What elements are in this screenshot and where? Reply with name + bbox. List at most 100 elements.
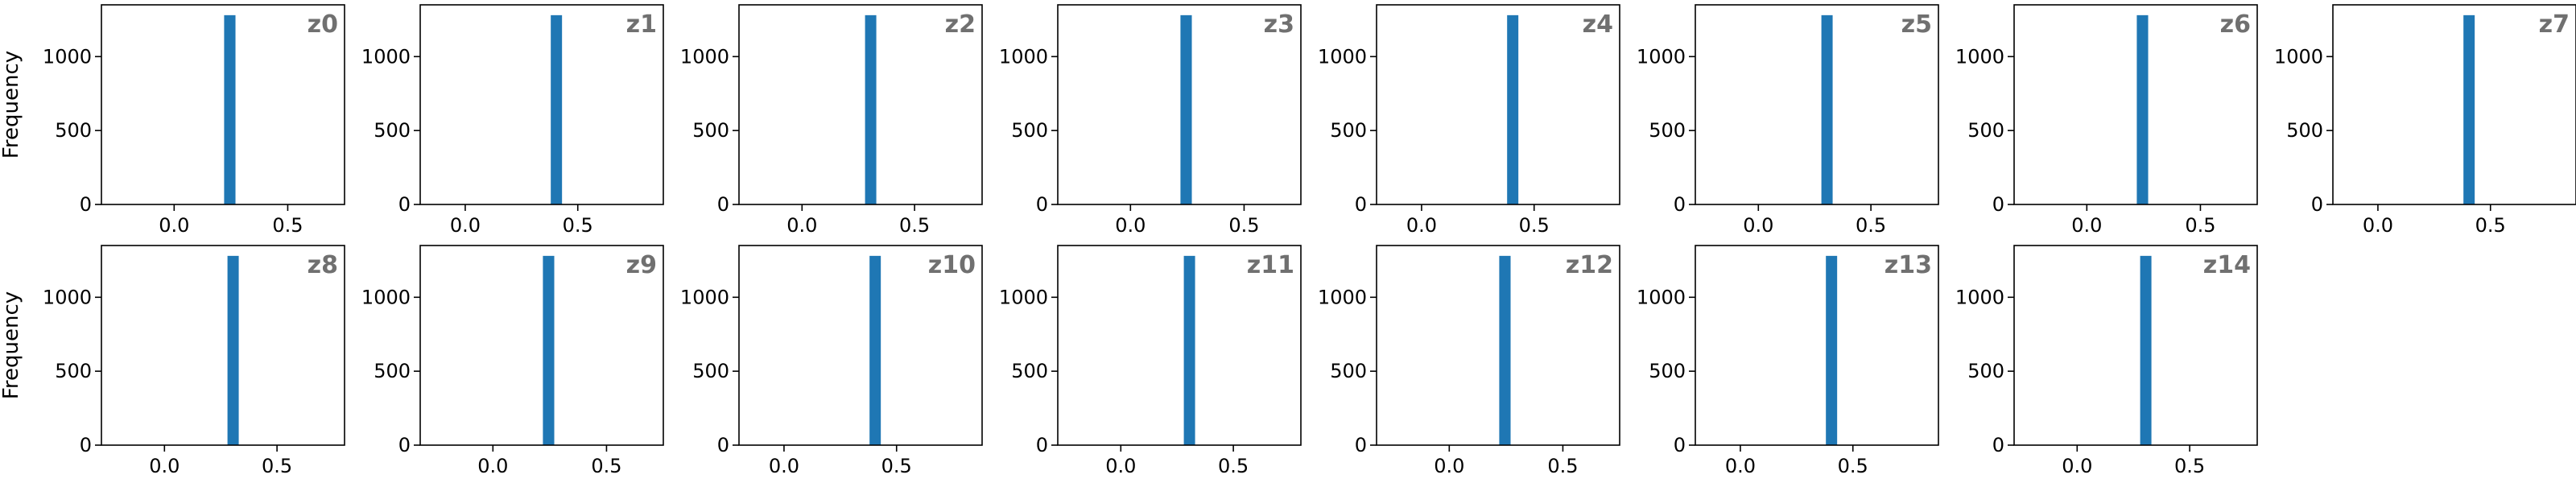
y-tick-label: 1000	[1637, 286, 1686, 308]
histogram-bar	[1821, 14, 1833, 205]
y-tick-label: 1000	[43, 286, 92, 308]
x-tick-label: 0.5	[272, 214, 303, 237]
plot-frame	[101, 245, 345, 446]
y-tick-label: 0	[717, 434, 729, 456]
panel-label: z8	[308, 251, 338, 279]
y-tick-label: 0	[1992, 193, 2004, 216]
y-tick-label: 1000	[1637, 45, 1686, 68]
panel-label: z12	[1566, 251, 1613, 279]
plot-frame	[1695, 4, 1939, 205]
histogram-bar	[869, 255, 881, 445]
x-tick-label: 0.5	[899, 214, 930, 237]
panel-label: z9	[626, 251, 657, 279]
y-tick-label: 1000	[1318, 45, 1367, 68]
y-tick-label: 0	[717, 193, 729, 216]
panel-label: z1	[626, 10, 657, 39]
y-tick-label: 0	[1036, 193, 1048, 216]
plot-frame	[1057, 245, 1302, 446]
x-tick-label: 0.5	[1856, 214, 1886, 237]
x-tick-label: 0.0	[149, 455, 180, 477]
y-tick-label: 500	[1649, 360, 1686, 382]
plot-frame	[101, 4, 345, 205]
y-tick-label: 0	[1992, 434, 2004, 456]
y-tick-label: 1000	[1955, 45, 2004, 68]
x-tick-label: 0.0	[2071, 214, 2102, 237]
y-tick-label: 0	[1355, 193, 1367, 216]
x-tick-label: 0.5	[563, 214, 593, 237]
panel-label: z14	[2203, 251, 2251, 279]
y-axis-label: Frequency	[0, 51, 23, 159]
y-tick-label: 0	[1036, 434, 1048, 456]
x-tick-label: 0.0	[2363, 214, 2393, 237]
y-tick-label: 1000	[680, 45, 729, 68]
y-tick-label: 500	[1011, 360, 1048, 382]
y-tick-label: 0	[1674, 193, 1686, 216]
panel-label: z3	[1264, 10, 1294, 39]
panel-label: z5	[1901, 10, 1932, 39]
histogram-bar	[227, 255, 239, 445]
panel-label: z11	[1247, 251, 1294, 279]
histogram-bar	[2140, 255, 2152, 445]
y-tick-label: 500	[2286, 119, 2323, 142]
plot-frame	[419, 4, 664, 205]
histogram-bar	[865, 14, 877, 205]
x-tick-label: 0.5	[1838, 455, 1868, 477]
x-tick-label: 0.5	[881, 455, 912, 477]
histogram-bar	[224, 14, 236, 205]
y-tick-label: 500	[692, 360, 729, 382]
y-tick-label: 1000	[361, 286, 411, 308]
plot-frame	[1376, 245, 1620, 446]
y-tick-label: 500	[1330, 119, 1367, 142]
plot-frame	[738, 4, 983, 205]
x-tick-label: 0.5	[591, 455, 621, 477]
x-tick-label: 0.0	[2062, 455, 2092, 477]
histogram-bar	[1183, 255, 1195, 445]
histogram-bar	[1826, 255, 1838, 445]
y-tick-label: 1000	[1955, 286, 2004, 308]
y-tick-label: 0	[398, 193, 411, 216]
x-tick-label: 0.0	[450, 214, 481, 237]
x-tick-label: 0.0	[1105, 455, 1136, 477]
x-tick-label: 0.0	[1115, 214, 1146, 237]
x-tick-label: 0.5	[1218, 455, 1249, 477]
plot-frame	[1695, 245, 1939, 446]
y-tick-label: 500	[1649, 119, 1686, 142]
panel-label: z10	[928, 251, 976, 279]
histogram-bar	[1507, 14, 1519, 205]
panel-label: z7	[2539, 10, 2570, 39]
y-tick-label: 500	[55, 119, 92, 142]
histogram-bar	[543, 255, 555, 445]
x-tick-label: 0.0	[786, 214, 817, 237]
x-tick-label: 0.0	[1406, 214, 1437, 237]
y-tick-label: 0	[80, 193, 92, 216]
plot-frame	[2013, 245, 2258, 446]
x-tick-label: 0.0	[1434, 455, 1464, 477]
plot-frame	[2013, 4, 2258, 205]
histogram-bar	[1499, 255, 1511, 445]
plot-frame	[1057, 4, 1302, 205]
x-tick-label: 0.5	[2185, 214, 2215, 237]
y-tick-label: 500	[1967, 360, 2004, 382]
y-tick-label: 500	[1967, 119, 2004, 142]
panel-label: z2	[945, 10, 976, 39]
histogram-bar	[1180, 14, 1192, 205]
panel-label: z4	[1583, 10, 1613, 39]
x-tick-label: 0.5	[2475, 214, 2506, 237]
y-tick-label: 1000	[361, 45, 411, 68]
y-tick-label: 0	[80, 434, 92, 456]
y-tick-label: 1000	[1318, 286, 1367, 308]
x-tick-label: 0.0	[477, 455, 508, 477]
histogram-bar	[2136, 14, 2149, 205]
y-axis-label: Frequency	[0, 291, 23, 399]
y-tick-label: 500	[374, 119, 411, 142]
y-tick-label: 500	[692, 119, 729, 142]
y-tick-label: 0	[2311, 193, 2323, 216]
plot-frame	[1376, 4, 1620, 205]
y-tick-label: 0	[398, 434, 411, 456]
y-tick-label: 0	[1355, 434, 1367, 456]
x-tick-label: 0.5	[2174, 455, 2205, 477]
plot-frame	[738, 245, 983, 446]
histogram-bar	[551, 14, 563, 205]
